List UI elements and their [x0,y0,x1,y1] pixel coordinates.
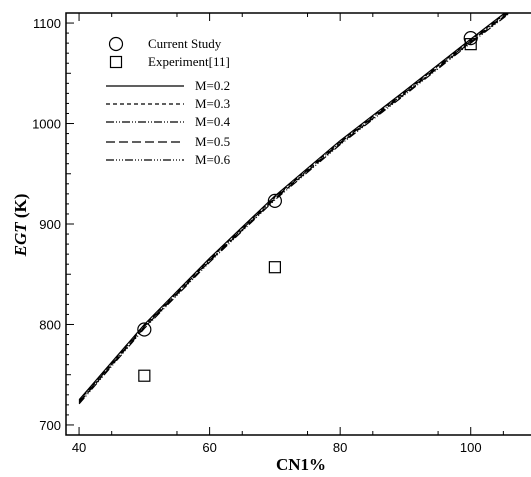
y-axis-title-var: EGT [11,222,30,258]
y-tick-label: 800 [39,317,61,332]
data-point-square [268,261,281,274]
legend-label: M=0.2 [195,78,230,93]
legend-label: Experiment[11] [148,54,230,69]
x-tick-label: 80 [333,440,347,455]
legend-label: M=0.4 [195,114,231,129]
series-line [78,13,507,402]
data-point-square [138,369,151,382]
legend-label: M=0.6 [195,152,231,167]
plot-frame [65,12,531,436]
series-line [78,13,511,405]
legend-label: M=0.5 [195,134,230,149]
y-tick-label: 700 [39,418,61,433]
series-lines [78,13,511,405]
x-axis-title: CN1% [276,455,326,474]
x-tick-labels: 40 60 80 100 [72,440,482,455]
y-tick-label: 1000 [32,117,61,132]
axis-ticks [66,13,504,435]
data-point-square [464,38,477,51]
legend-label: Current Study [148,36,222,51]
x-tick-label: 100 [460,440,482,455]
data-point-circle [267,193,282,208]
legend-label: M=0.3 [195,96,230,111]
y-tick-label: 1100 [33,16,61,31]
legend-symbol-square [109,55,123,69]
y-tick-label: 900 [39,217,61,232]
x-tick-label: 40 [72,440,86,455]
series-markers [137,31,478,382]
y-axis-title: EGT (K) [11,194,30,258]
series-line [78,13,509,403]
legend: Current Study Experiment[11] M=0.2 M=0.3 M=0… [106,36,231,167]
data-point-circle [137,322,152,337]
data-point-circle [463,31,478,46]
y-tick-labels: 700 800 900 1000 1100 [32,16,61,433]
x-tick-label: 60 [202,440,216,455]
series-line [78,13,510,404]
y-axis-title-unit: (K) [11,194,30,223]
series-line [78,13,506,401]
legend-symbol-circle [108,36,124,52]
